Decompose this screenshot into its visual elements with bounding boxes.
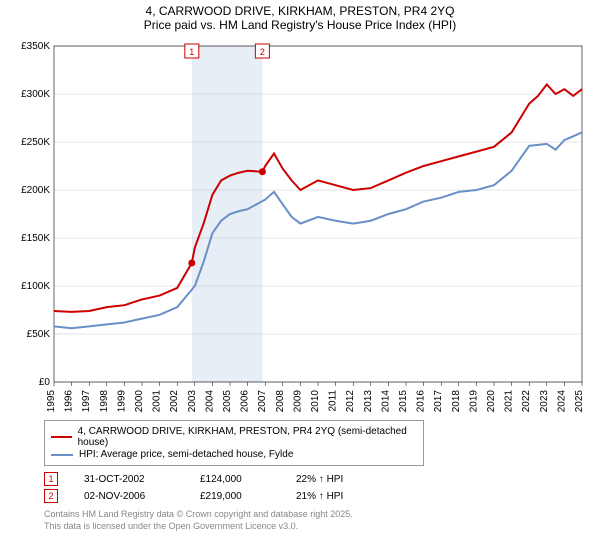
- svg-text:£250K: £250K: [21, 137, 50, 148]
- svg-text:2023: 2023: [539, 390, 550, 413]
- svg-text:£100K: £100K: [21, 281, 50, 292]
- svg-text:2005: 2005: [222, 390, 233, 413]
- sale-delta-2: 21% ↑ HPI: [296, 491, 343, 502]
- legend-swatch-hpi: [51, 454, 73, 456]
- legend-row-property: 4, CARRWOOD DRIVE, KIRKHAM, PRESTON, PR4…: [51, 426, 417, 448]
- svg-text:1995: 1995: [46, 390, 57, 413]
- svg-text:2024: 2024: [556, 390, 567, 413]
- svg-text:2017: 2017: [433, 390, 444, 413]
- svg-text:2014: 2014: [380, 390, 391, 413]
- sale-marker-1: 1: [44, 472, 58, 486]
- svg-text:1999: 1999: [116, 390, 127, 413]
- footer-attribution: Contains HM Land Registry data © Crown c…: [44, 509, 600, 532]
- svg-text:2007: 2007: [257, 390, 268, 413]
- sale-rows: 1 31-OCT-2002 £124,000 22% ↑ HPI 2 02-NO…: [44, 472, 600, 503]
- svg-text:2019: 2019: [468, 390, 479, 413]
- line-chart-svg: £0 £50K £100K £150K £200K £250K £300K £350K 1995…: [10, 34, 590, 414]
- sale-price-1: £124,000: [200, 474, 270, 485]
- svg-text:2021: 2021: [504, 390, 515, 413]
- svg-text:2010: 2010: [310, 390, 321, 413]
- legend-label-property: 4, CARRWOOD DRIVE, KIRKHAM, PRESTON, PR4…: [78, 426, 417, 448]
- legend-box: 4, CARRWOOD DRIVE, KIRKHAM, PRESTON, PR4…: [44, 420, 424, 466]
- svg-text:2022: 2022: [521, 390, 532, 413]
- svg-text:2000: 2000: [134, 390, 145, 413]
- sale-marker-2: 2: [44, 489, 58, 503]
- svg-text:2018: 2018: [451, 390, 462, 413]
- chart-title-block: 4, CARRWOOD DRIVE, KIRKHAM, PRESTON, PR4…: [0, 0, 600, 34]
- svg-text:2020: 2020: [486, 390, 497, 413]
- svg-text:£150K: £150K: [21, 233, 50, 244]
- footer-line2: This data is licensed under the Open Gov…: [44, 521, 600, 533]
- legend-swatch-property: [51, 436, 72, 438]
- svg-text:2002: 2002: [169, 390, 180, 413]
- svg-text:2025: 2025: [574, 390, 585, 413]
- svg-text:2006: 2006: [240, 390, 251, 413]
- svg-text:2004: 2004: [204, 390, 215, 413]
- svg-text:2016: 2016: [416, 390, 427, 413]
- svg-text:1: 1: [189, 47, 194, 57]
- sale-date-2: 02-NOV-2006: [84, 491, 174, 502]
- legend-label-hpi: HPI: Average price, semi-detached house,…: [79, 449, 293, 460]
- sale-delta-1: 22% ↑ HPI: [296, 474, 343, 485]
- sale-price-2: £219,000: [200, 491, 270, 502]
- chart-area: £0 £50K £100K £150K £200K £250K £300K £350K 1995…: [10, 34, 590, 414]
- sale-date-1: 31-OCT-2002: [84, 474, 174, 485]
- svg-text:2015: 2015: [398, 390, 409, 413]
- svg-text:1998: 1998: [99, 390, 110, 413]
- svg-text:2001: 2001: [152, 390, 163, 413]
- svg-text:1997: 1997: [81, 390, 92, 413]
- svg-text:2008: 2008: [275, 390, 286, 413]
- svg-text:£50K: £50K: [27, 329, 51, 340]
- sale-row-2: 2 02-NOV-2006 £219,000 21% ↑ HPI: [44, 489, 600, 503]
- svg-text:2011: 2011: [328, 390, 339, 412]
- svg-text:2003: 2003: [187, 390, 198, 413]
- svg-text:2013: 2013: [363, 390, 374, 413]
- svg-text:2012: 2012: [345, 390, 356, 413]
- legend-row-hpi: HPI: Average price, semi-detached house,…: [51, 449, 417, 460]
- svg-text:2009: 2009: [292, 390, 303, 413]
- svg-text:£350K: £350K: [21, 41, 50, 52]
- svg-text:1996: 1996: [64, 390, 75, 413]
- svg-text:£300K: £300K: [21, 89, 50, 100]
- title-line2: Price paid vs. HM Land Registry's House …: [0, 18, 600, 32]
- svg-text:£200K: £200K: [21, 185, 50, 196]
- svg-text:2: 2: [260, 47, 265, 57]
- sale-row-1: 1 31-OCT-2002 £124,000 22% ↑ HPI: [44, 472, 600, 486]
- title-line1: 4, CARRWOOD DRIVE, KIRKHAM, PRESTON, PR4…: [0, 4, 600, 18]
- footer-line1: Contains HM Land Registry data © Crown c…: [44, 509, 600, 521]
- svg-text:£0: £0: [39, 377, 51, 388]
